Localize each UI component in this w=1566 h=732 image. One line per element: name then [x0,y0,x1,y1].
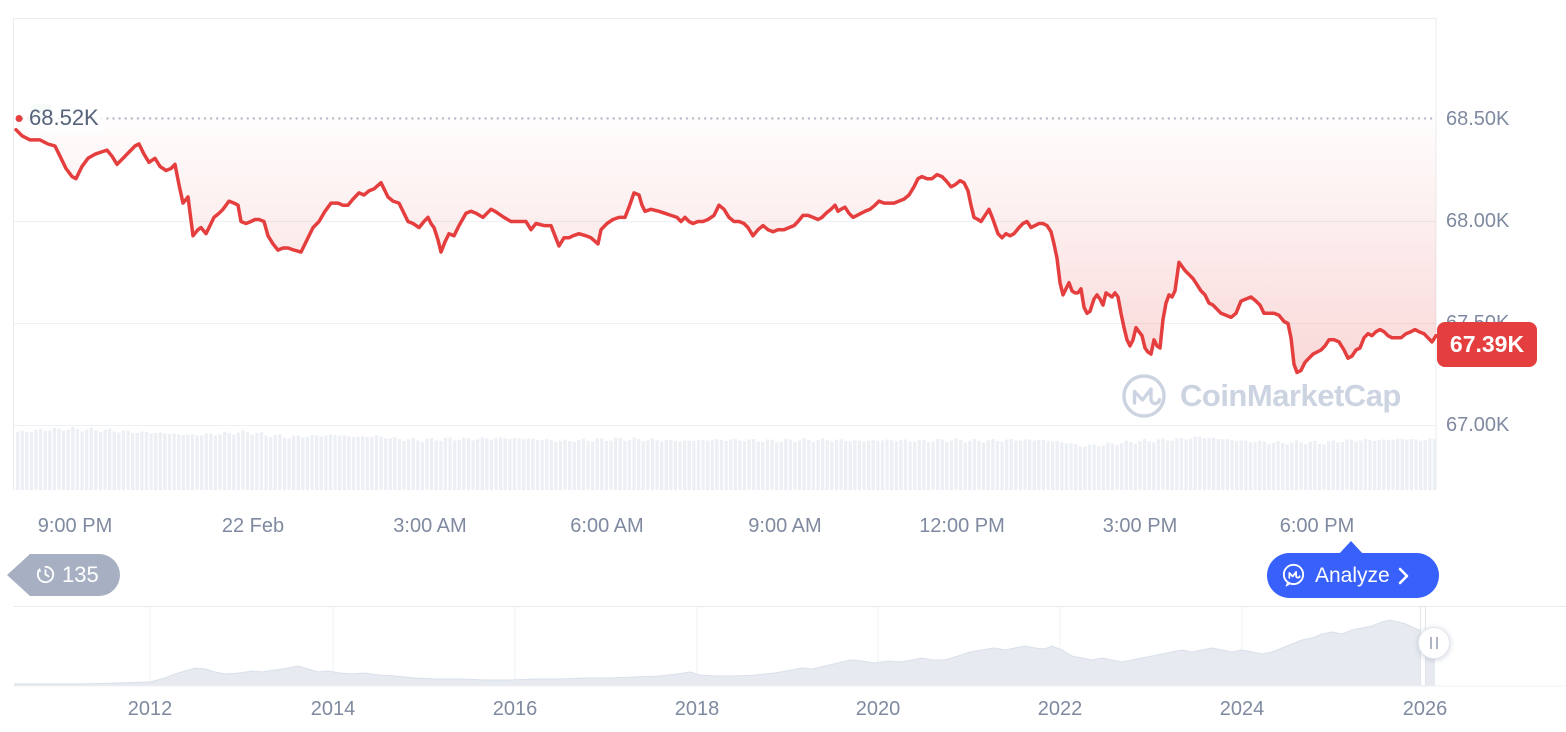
timeline-navigator[interactable] [0,600,1566,700]
year-tick: 2022 [1037,698,1083,720]
year-tick: 2020 [855,698,901,720]
year-tick: 2026 [1402,698,1448,720]
cmc-watermark: CoinMarketCap [1120,372,1401,420]
chevron-right-icon [1398,567,1409,584]
price-area [16,118,1436,373]
y-axis-tick: 68.50K [1446,107,1510,130]
price-chart[interactable] [0,0,1566,500]
analyze-label: Analyze [1315,563,1390,587]
drag-handle-icon [1436,637,1438,649]
analyze-control: Analyze [1267,540,1439,598]
analyze-pointer [1338,541,1364,555]
year-tick: 2014 [310,698,356,720]
y-axis-tick: 67.00K [1446,413,1510,436]
x-axis-tick: 12:00 PM [919,515,1005,537]
cmc-chat-bubble-icon [1282,563,1305,587]
x-axis-tick: 22 Feb [221,515,285,537]
navigator-area-edge [14,619,1436,685]
history-count: 135 [62,562,99,587]
history-clock-icon [34,563,57,586]
x-axis-tick: 3:00 PM [1102,515,1178,537]
analyze-button[interactable]: Analyze [1267,553,1439,598]
last-price-badge: 67.39K [1437,322,1537,367]
x-axis-tick: 6:00 PM [1279,515,1355,537]
history-badge[interactable]: 135 [4,553,122,597]
reference-price-label: 68.52K [24,104,104,132]
history-badge-shape [7,554,120,596]
x-axis-tick: 9:00 AM [748,515,822,537]
year-tick: 2016 [492,698,538,720]
navigator-handle[interactable] [1418,627,1450,659]
navigator-area [14,620,1435,686]
x-axis-tick: 9:00 PM [37,515,113,537]
year-tick: 2012 [127,698,173,720]
year-tick: 2018 [674,698,720,720]
x-axis-tick: 6:00 AM [570,515,644,537]
cmc-circle-m-icon [1122,374,1166,418]
year-tick: 2024 [1219,698,1265,720]
watermark-text: CoinMarketCap [1180,378,1401,413]
x-axis-tick: 3:00 AM [393,515,467,537]
drag-handle-icon [1430,637,1432,649]
y-axis-tick: 68.00K [1446,209,1510,232]
volume-bars [16,427,1437,490]
price-line [14,127,1438,375]
